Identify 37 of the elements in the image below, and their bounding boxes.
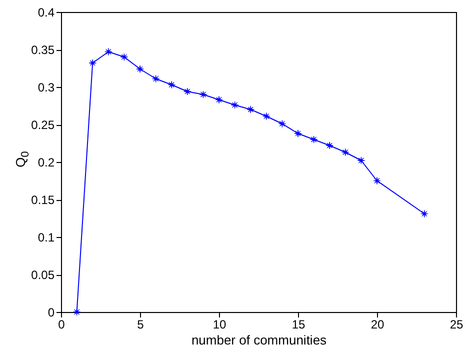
point <box>152 74 160 83</box>
y-tick-label: 0 <box>48 306 55 320</box>
point <box>168 80 176 89</box>
point <box>373 176 381 185</box>
point <box>120 53 128 61</box>
y-tick-label: 0.05 <box>31 268 55 282</box>
x-axis-title: number of communities <box>191 332 328 346</box>
x-tick-label: 25 <box>450 318 464 332</box>
point <box>88 59 96 67</box>
y-tick-label: 0.25 <box>31 118 55 132</box>
point <box>357 156 365 164</box>
point <box>310 136 318 144</box>
point <box>215 96 223 104</box>
x-tick-label: 0 <box>58 318 66 332</box>
x-tick-label: 5 <box>137 318 144 332</box>
y-tick-label: 0.3 <box>38 80 55 94</box>
point <box>136 65 144 73</box>
point <box>342 148 350 156</box>
point <box>294 130 302 138</box>
x-tick-label: 10 <box>212 318 226 332</box>
point <box>326 142 334 150</box>
point <box>231 101 239 109</box>
point <box>278 120 286 128</box>
y-tick-label: 0.15 <box>31 193 55 207</box>
y-tick-label: 0.35 <box>31 43 55 57</box>
x-tick-label: 15 <box>292 318 306 332</box>
x-tick-label: 20 <box>370 318 384 332</box>
point <box>420 210 428 218</box>
point <box>184 88 192 96</box>
y-tick-label: 0.1 <box>38 230 55 244</box>
point <box>199 90 207 98</box>
y-tick-label: 0.2 <box>38 156 55 170</box>
point <box>262 112 270 120</box>
y-tick-label: 0.4 <box>38 6 55 20</box>
point <box>73 308 81 316</box>
point <box>104 48 112 56</box>
point <box>246 106 254 114</box>
